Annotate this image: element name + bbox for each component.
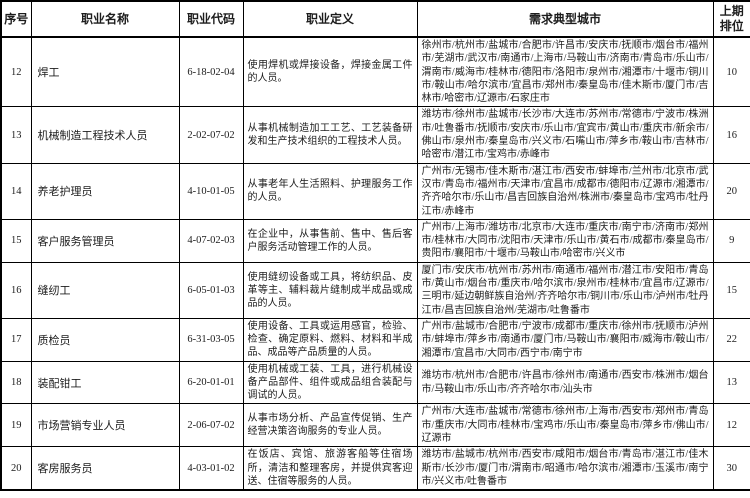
cell-occupation-name: 质检员 <box>30 317 180 362</box>
cell-previous-rank: 9 <box>712 218 750 263</box>
cell-demand-cities: 厦门市/安庆市/杭州市/苏州市/南通市/福州市/潜江市/安阳市/青岛市/黄山市/… <box>416 261 714 319</box>
cell-definition: 使用缝纫设备或工具，将纺织品、皮革等主、辅料裁片缝制成半成品或成品的人员。 <box>242 261 418 319</box>
cell-serial: 16 <box>0 261 32 319</box>
cell-occupation-name: 市场营销专业人员 <box>30 403 180 448</box>
cell-occupation-code: 4-10-01-05 <box>178 162 244 220</box>
header-demand-cities: 需求典型城市 <box>416 0 714 38</box>
cell-occupation-code: 2-02-07-02 <box>178 106 244 164</box>
table-row: 18 装配钳工 6-20-01-01 使用机械或工装、工具，进行机械设备产品部件… <box>0 360 750 405</box>
cell-previous-rank: 10 <box>712 36 750 108</box>
cell-demand-cities: 广州市/盐城市/合肥市/宁波市/成都市/重庆市/徐州市/抚顺市/泸州市/蚌埠市/… <box>416 317 714 362</box>
cell-demand-cities: 广州市/无锡市/佳木斯市/湛江市/西安市/蚌埠市/兰州市/北京市/武汉市/青岛市… <box>416 162 714 220</box>
header-occupation-code: 职业代码 <box>178 0 244 38</box>
cell-demand-cities: 潍坊市/杭州市/合肥市/许昌市/徐州市/南通市/西安市/株洲市/烟台市/马鞍山市… <box>416 360 714 405</box>
cell-definition: 从事市场分析、产品宣传促销、生产经营决策咨询服务的专业人员。 <box>242 403 418 448</box>
cell-demand-cities: 徐州市/杭州市/盐城市/合肥市/许昌市/安庆市/抚顺市/烟台市/福州市/芜湖市/… <box>416 36 714 108</box>
table-row: 12 焊工 6-18-02-04 使用焊机或焊接设备，焊接金属工件的人员。 徐州… <box>0 36 750 108</box>
cell-previous-rank: 20 <box>712 162 750 220</box>
header-definition: 职业定义 <box>242 0 418 38</box>
cell-occupation-name: 机械制造工程技术人员 <box>30 106 180 164</box>
table-row: 16 缝纫工 6-05-01-03 使用缝纫设备或工具，将纺织品、皮革等主、辅料… <box>0 261 750 319</box>
table-row: 15 客户服务管理员 4-07-02-03 在企业中，从事售前、售中、售后客户服… <box>0 218 750 263</box>
cell-serial: 13 <box>0 106 32 164</box>
cell-definition: 使用机械或工装、工具，进行机械设备产品部件、组件或成品组合装配与调试的人员。 <box>242 360 418 405</box>
cell-demand-cities: 广州市/大连市/盐城市/常德市/徐州市/上海市/西安市/郑州市/青岛市/重庆市/… <box>416 403 714 448</box>
cell-previous-rank: 15 <box>712 261 750 319</box>
header-serial: 序号 <box>0 0 32 38</box>
cell-occupation-name: 装配钳工 <box>30 360 180 405</box>
cell-occupation-name: 养老护理员 <box>30 162 180 220</box>
cell-serial: 15 <box>0 218 32 263</box>
cell-occupation-name: 缝纫工 <box>30 261 180 319</box>
cell-occupation-code: 6-18-02-04 <box>178 36 244 108</box>
cell-occupation-code: 6-05-01-03 <box>178 261 244 319</box>
table-row: 17 质检员 6-31-03-05 使用设备、工具或运用感官，检验、检查、确定原… <box>0 317 750 362</box>
cell-occupation-code: 4-03-01-02 <box>178 446 244 491</box>
cell-definition: 从事老年人生活照料、护理服务工作的人员。 <box>242 162 418 220</box>
cell-serial: 12 <box>0 36 32 108</box>
cell-occupation-code: 2-06-07-02 <box>178 403 244 448</box>
cell-serial: 17 <box>0 317 32 362</box>
cell-serial: 18 <box>0 360 32 405</box>
cell-previous-rank: 30 <box>712 446 750 491</box>
table-row: 19 市场营销专业人员 2-06-07-02 从事市场分析、产品宣传促销、生产经… <box>0 403 750 448</box>
cell-previous-rank: 12 <box>712 403 750 448</box>
cell-occupation-code: 6-20-01-01 <box>178 360 244 405</box>
cell-occupation-code: 4-07-02-03 <box>178 218 244 263</box>
cell-occupation-code: 6-31-03-05 <box>178 317 244 362</box>
table-row: 20 客房服务员 4-03-01-02 在饭店、宾馆、旅游客船等住宿场所，清洁和… <box>0 446 750 491</box>
cell-demand-cities: 广州市/上海市/潍坊市/北京市/大连市/重庆市/南宁市/济南市/郑州市/桂林市/… <box>416 218 714 263</box>
cell-definition: 使用设备、工具或运用感官，检验、检查、确定原料、燃料、材料和半成品、成品等产品质… <box>242 317 418 362</box>
cell-definition: 在饭店、宾馆、旅游客船等住宿场所，清洁和整理客房，并提供宾客迎送、住宿等服务的人… <box>242 446 418 491</box>
cell-serial: 20 <box>0 446 32 491</box>
cell-demand-cities: 潍坊市/盐城市/杭州市/西安市/咸阳市/烟台市/青岛市/湛江市/佳木斯市/长沙市… <box>416 446 714 491</box>
cell-definition: 在企业中，从事售前、售中、售后客户服务活动管理工作的人员。 <box>242 218 418 263</box>
cell-serial: 19 <box>0 403 32 448</box>
cell-occupation-name: 客户服务管理员 <box>30 218 180 263</box>
cell-previous-rank: 13 <box>712 360 750 405</box>
cell-previous-rank: 22 <box>712 317 750 362</box>
cell-demand-cities: 潍坊市/徐州市/盐城市/长沙市/大连市/苏州市/常德市/宁波市/株洲市/吐鲁番市… <box>416 106 714 164</box>
header-previous-rank: 上期排位 <box>712 0 750 38</box>
table-row: 14 养老护理员 4-10-01-05 从事老年人生活照料、护理服务工作的人员。… <box>0 162 750 220</box>
table-header-row: 序号 职业名称 职业代码 职业定义 需求典型城市 上期排位 <box>0 0 750 38</box>
cell-definition: 使用焊机或焊接设备，焊接金属工件的人员。 <box>242 36 418 108</box>
table-row: 13 机械制造工程技术人员 2-02-07-02 从事机械制造加工工艺、工艺装备… <box>0 106 750 164</box>
cell-occupation-name: 客房服务员 <box>30 446 180 491</box>
cell-previous-rank: 16 <box>712 106 750 164</box>
cell-serial: 14 <box>0 162 32 220</box>
header-occupation-name: 职业名称 <box>30 0 180 38</box>
cell-definition: 从事机械制造加工工艺、工艺装备研发和生产技术组织的工程技术人员。 <box>242 106 418 164</box>
cell-occupation-name: 焊工 <box>30 36 180 108</box>
